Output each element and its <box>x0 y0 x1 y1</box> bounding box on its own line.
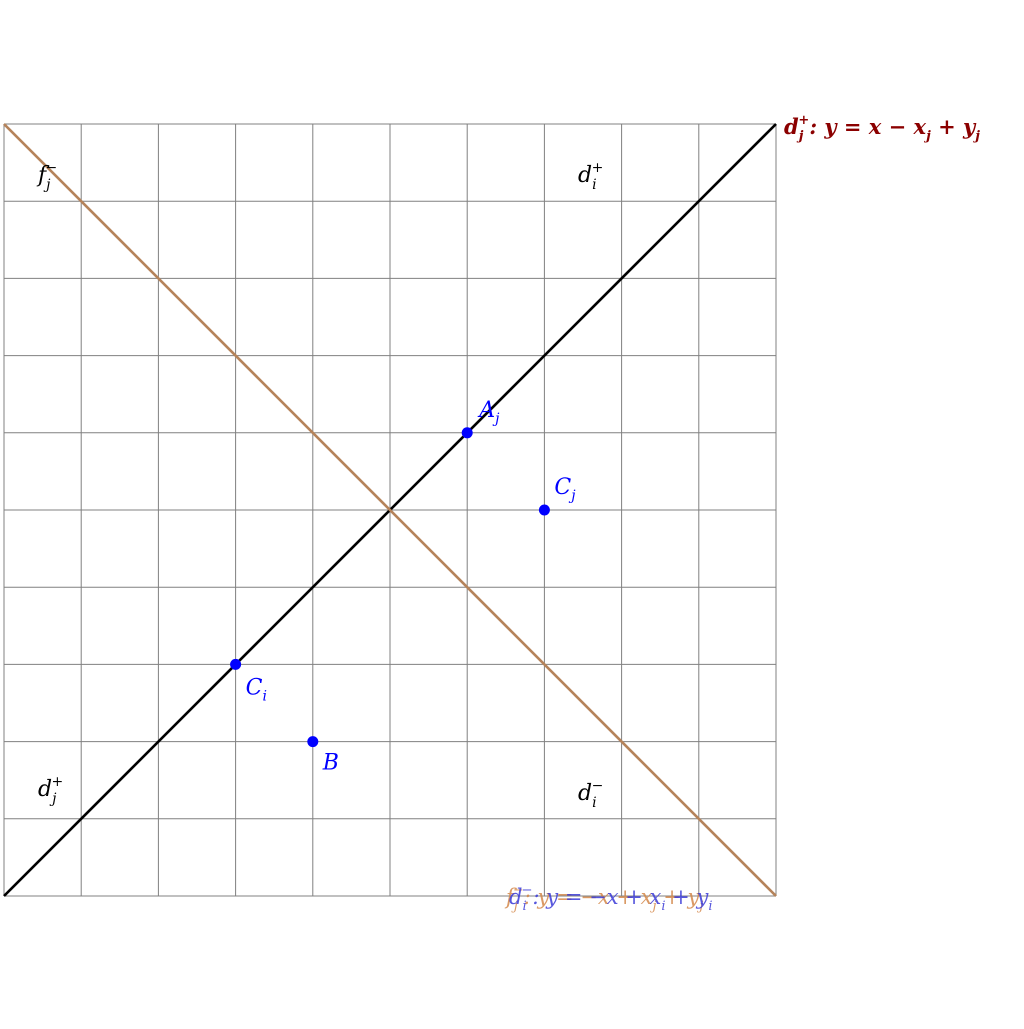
point-a-j <box>461 427 473 439</box>
point-label-a-j: Aj <box>477 398 500 427</box>
region-label-top-right: di+ <box>578 160 603 193</box>
point-c-j <box>538 504 550 516</box>
point-label-c-i: Ci <box>246 675 267 704</box>
points-layer: Aj Cj Ci B <box>230 398 576 776</box>
point-c-i <box>230 658 242 670</box>
region-label-top-left: fj− <box>36 160 57 193</box>
point-b <box>307 736 319 748</box>
falling-diagonal-line <box>3 123 777 897</box>
region-label-bottom-right: di− <box>578 778 603 811</box>
falling-line-equation-label-f: fj−: y = −x + xj + yj <box>504 883 703 914</box>
point-label-b: B <box>322 751 339 776</box>
grid <box>3 123 777 897</box>
region-label-bottom-left: dj+ <box>38 774 63 807</box>
falling-line-equation-label-d: di−: y = −x + xi + yi <box>509 883 712 914</box>
rising-line-equation-label: dj+: y = x − xj + yj <box>784 113 980 144</box>
point-label-c-j: Cj <box>554 475 576 504</box>
